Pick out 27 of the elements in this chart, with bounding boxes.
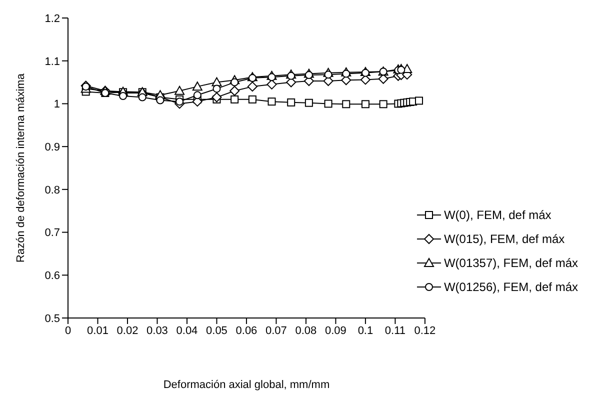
y-tick-label: 1.1 [44, 56, 60, 68]
y-tick-label: 0.9 [44, 141, 60, 154]
legend-label: W(0), FEM, def máx [444, 208, 552, 222]
y-tick-label: 0.7 [44, 227, 60, 240]
legend-label: W(01256), FEM, def máx [444, 280, 578, 294]
y-tick-label: 0.6 [44, 270, 60, 282]
x-axis-title: Deformación axial global, mm/mm [163, 378, 330, 391]
x-tick-label: 0.11 [384, 324, 406, 337]
x-tick-label: 0.02 [116, 324, 138, 337]
x-tick-label: 0.03 [146, 324, 168, 337]
legend-label: W(01357), FEM, def máx [444, 256, 578, 270]
y-tick-label: 1 [54, 98, 60, 111]
y-tick-label: 0.8 [44, 184, 60, 196]
x-tick-label: 0.04 [176, 324, 198, 337]
x-tick-label: 0.1 [358, 324, 374, 337]
x-tick-label: 0.09 [325, 324, 346, 337]
x-tick-label: 0.08 [295, 324, 317, 337]
x-tick-label: 0.12 [414, 324, 436, 337]
x-tick-label: 0.05 [206, 324, 228, 337]
y-axis-title: Razón de deformación interna máxima [14, 72, 27, 262]
y-tick-label: 1.2 [44, 12, 60, 25]
x-tick-label: 0.06 [236, 324, 258, 337]
x-tick-label: 0 [64, 324, 72, 337]
x-tick-label: 0.07 [266, 324, 287, 337]
x-tick-label: 0.01 [87, 324, 108, 337]
y-tick-label: 0.5 [44, 312, 60, 325]
legend-label: W(015), FEM, def máx [444, 232, 565, 246]
